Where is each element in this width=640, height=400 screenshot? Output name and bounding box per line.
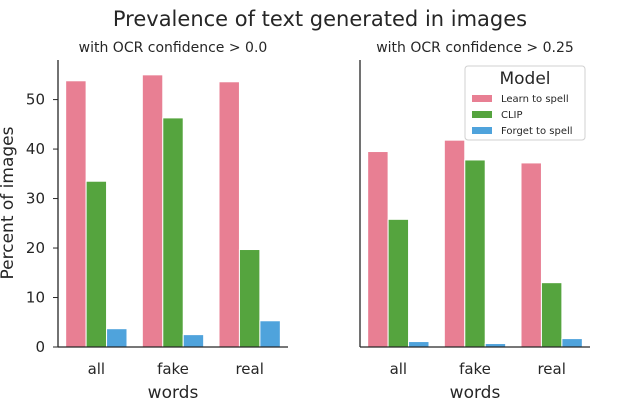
legend-frame [464,65,586,141]
legend-label-clip: CLIP [501,110,523,121]
panel-left-x-axis-label: words [148,383,199,400]
panel-left-title: with OCR confidence > 0.0 [79,40,268,56]
x-tick-label-real: real [537,360,565,378]
bar-real-forget-to-spell [561,338,583,348]
bar-real-clip [540,282,563,348]
x-tick-label-fake: fake [157,360,189,378]
x-tick-label-real: real [235,360,263,378]
panel-right: with OCR confidence > 0.25 all fake real w… [359,40,590,400]
figure-title: Prevalence of text generated in images [113,7,527,31]
legend-items: Learn to spell CLIP Forget to spell [472,94,573,137]
panel-left: with OCR confidence > 0.0 0 10 20 30 40 50 al… [26,40,288,400]
panel-right-title: with OCR confidence > 0.25 [376,40,574,56]
y-tick-label: 10 [26,289,45,307]
legend-swatch-forget-to-spell [472,127,492,134]
x-tick-label-all: all [390,360,408,378]
bar-all-forget-to-spell [106,328,128,348]
panel-left-bars [65,74,281,348]
bar-all-clip [387,218,410,348]
bar-fake-learn-to-spell [141,74,164,348]
bar-real-learn-to-spell [520,162,542,348]
panel-left-x-ticks: all fake real [88,360,264,378]
legend-label-forget-to-spell: Forget to spell [501,126,573,137]
bar-all-forget-to-spell [408,341,430,348]
bar-fake-clip [162,117,184,348]
bar-fake-learn-to-spell [443,139,466,348]
bar-real-forget-to-spell [259,320,281,348]
x-tick-label-all: all [88,360,106,378]
legend-swatch-clip [472,111,492,118]
panel-right-x-ticks: all fake real [390,360,566,378]
y-axis-label: Percent of images [0,126,18,279]
bar-real-clip [238,249,261,348]
panel-right-x-axis-label: words [450,383,501,400]
y-tick-label: 0 [35,338,45,356]
y-tick-label: 40 [26,140,45,158]
bar-all-learn-to-spell [65,80,87,348]
legend-title: Model [499,69,550,89]
bar-fake-forget-to-spell [182,334,205,348]
legend: Model Learn to spell CLIP Forget to spell [464,65,586,141]
panel-right-bars [367,139,583,348]
panel-left-y-ticks: 0 10 20 30 40 50 [26,91,58,356]
y-tick-label: 50 [26,91,45,109]
bar-all-learn-to-spell [367,151,389,348]
y-tick-label: 20 [26,239,45,257]
bar-real-learn-to-spell [218,81,240,348]
legend-label-learn-to-spell: Learn to spell [501,94,569,105]
bar-all-clip [85,180,108,348]
legend-swatch-learn-to-spell [472,95,492,102]
bar-fake-clip [464,159,486,348]
y-tick-label: 30 [26,190,45,208]
x-tick-label-fake: fake [459,360,491,378]
